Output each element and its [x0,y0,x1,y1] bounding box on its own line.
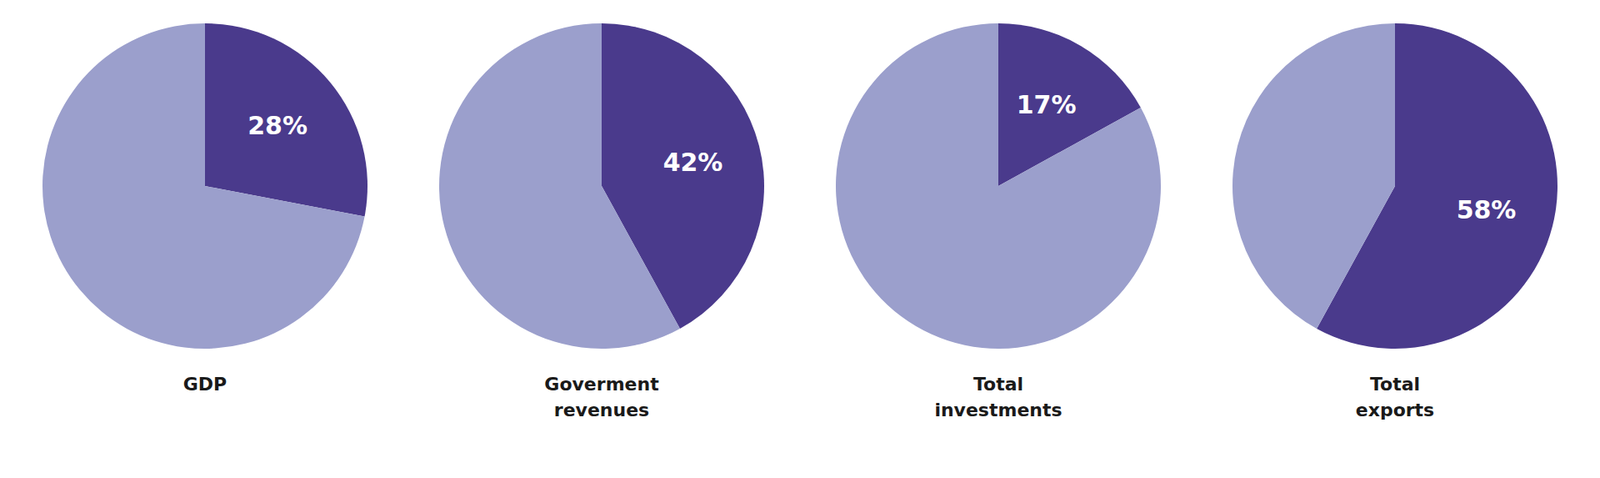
svg-text:58%: 58% [1456,195,1517,225]
svg-text:28%: 28% [247,110,308,140]
svg-text:42%: 42% [663,147,724,177]
svg-text:17%: 17% [1016,90,1077,120]
html-text:GDP: GDP [183,373,227,395]
html-text:Total investments: Total investments [934,373,1063,420]
html-text:Total exports: Total exports [1355,373,1435,420]
html-text:Goverment revenues: Goverment revenues [544,373,659,420]
